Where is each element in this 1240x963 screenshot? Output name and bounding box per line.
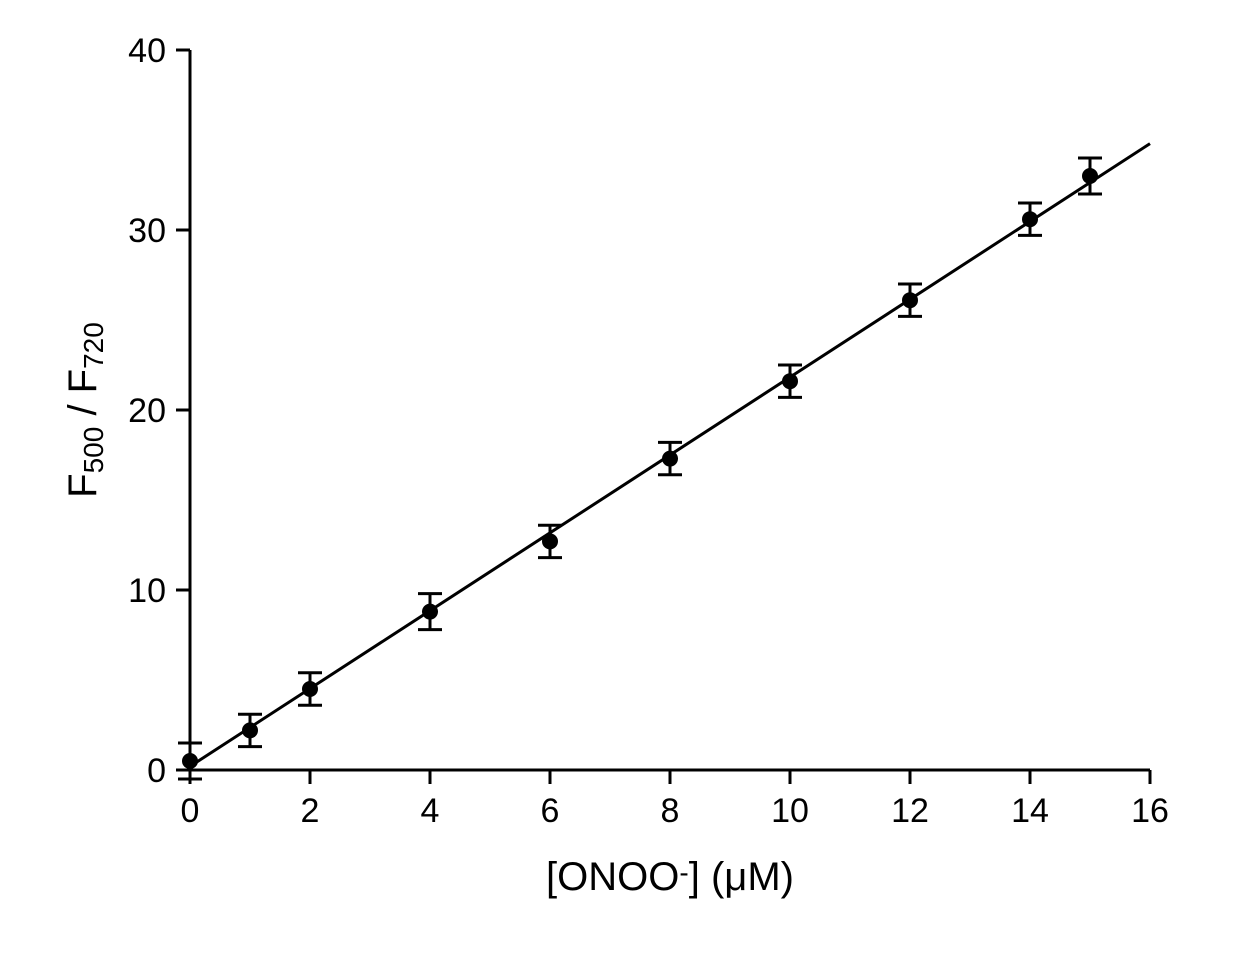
x-tick-label: 14 <box>1011 792 1049 830</box>
y-tick-label: 20 <box>128 392 166 430</box>
y-tick-label: 30 <box>128 212 166 250</box>
x-tick-label: 12 <box>891 792 929 830</box>
data-point <box>1082 168 1098 184</box>
y-tick-label: 40 <box>128 32 166 70</box>
data-point <box>902 292 918 308</box>
x-tick-label: 6 <box>541 792 560 830</box>
y-tick-label: 0 <box>147 752 166 790</box>
data-point <box>242 722 258 738</box>
data-point <box>782 373 798 389</box>
data-point <box>182 753 198 769</box>
x-tick-label: 0 <box>181 792 200 830</box>
x-axis-label: [ONOO-] (μM) <box>546 855 794 899</box>
data-point <box>422 604 438 620</box>
data-point <box>542 533 558 549</box>
chart-container: 0246810121416010203040[ONOO-] (μM)F500 /… <box>0 0 1240 963</box>
data-point <box>662 451 678 467</box>
scatter-chart: 0246810121416010203040[ONOO-] (μM)F500 /… <box>0 0 1240 963</box>
x-tick-label: 4 <box>421 792 440 830</box>
x-tick-label: 8 <box>661 792 680 830</box>
x-tick-label: 16 <box>1131 792 1169 830</box>
data-point <box>1022 211 1038 227</box>
data-point <box>302 681 318 697</box>
y-tick-label: 10 <box>128 572 166 610</box>
x-tick-label: 10 <box>771 792 809 830</box>
x-tick-label: 2 <box>301 792 320 830</box>
